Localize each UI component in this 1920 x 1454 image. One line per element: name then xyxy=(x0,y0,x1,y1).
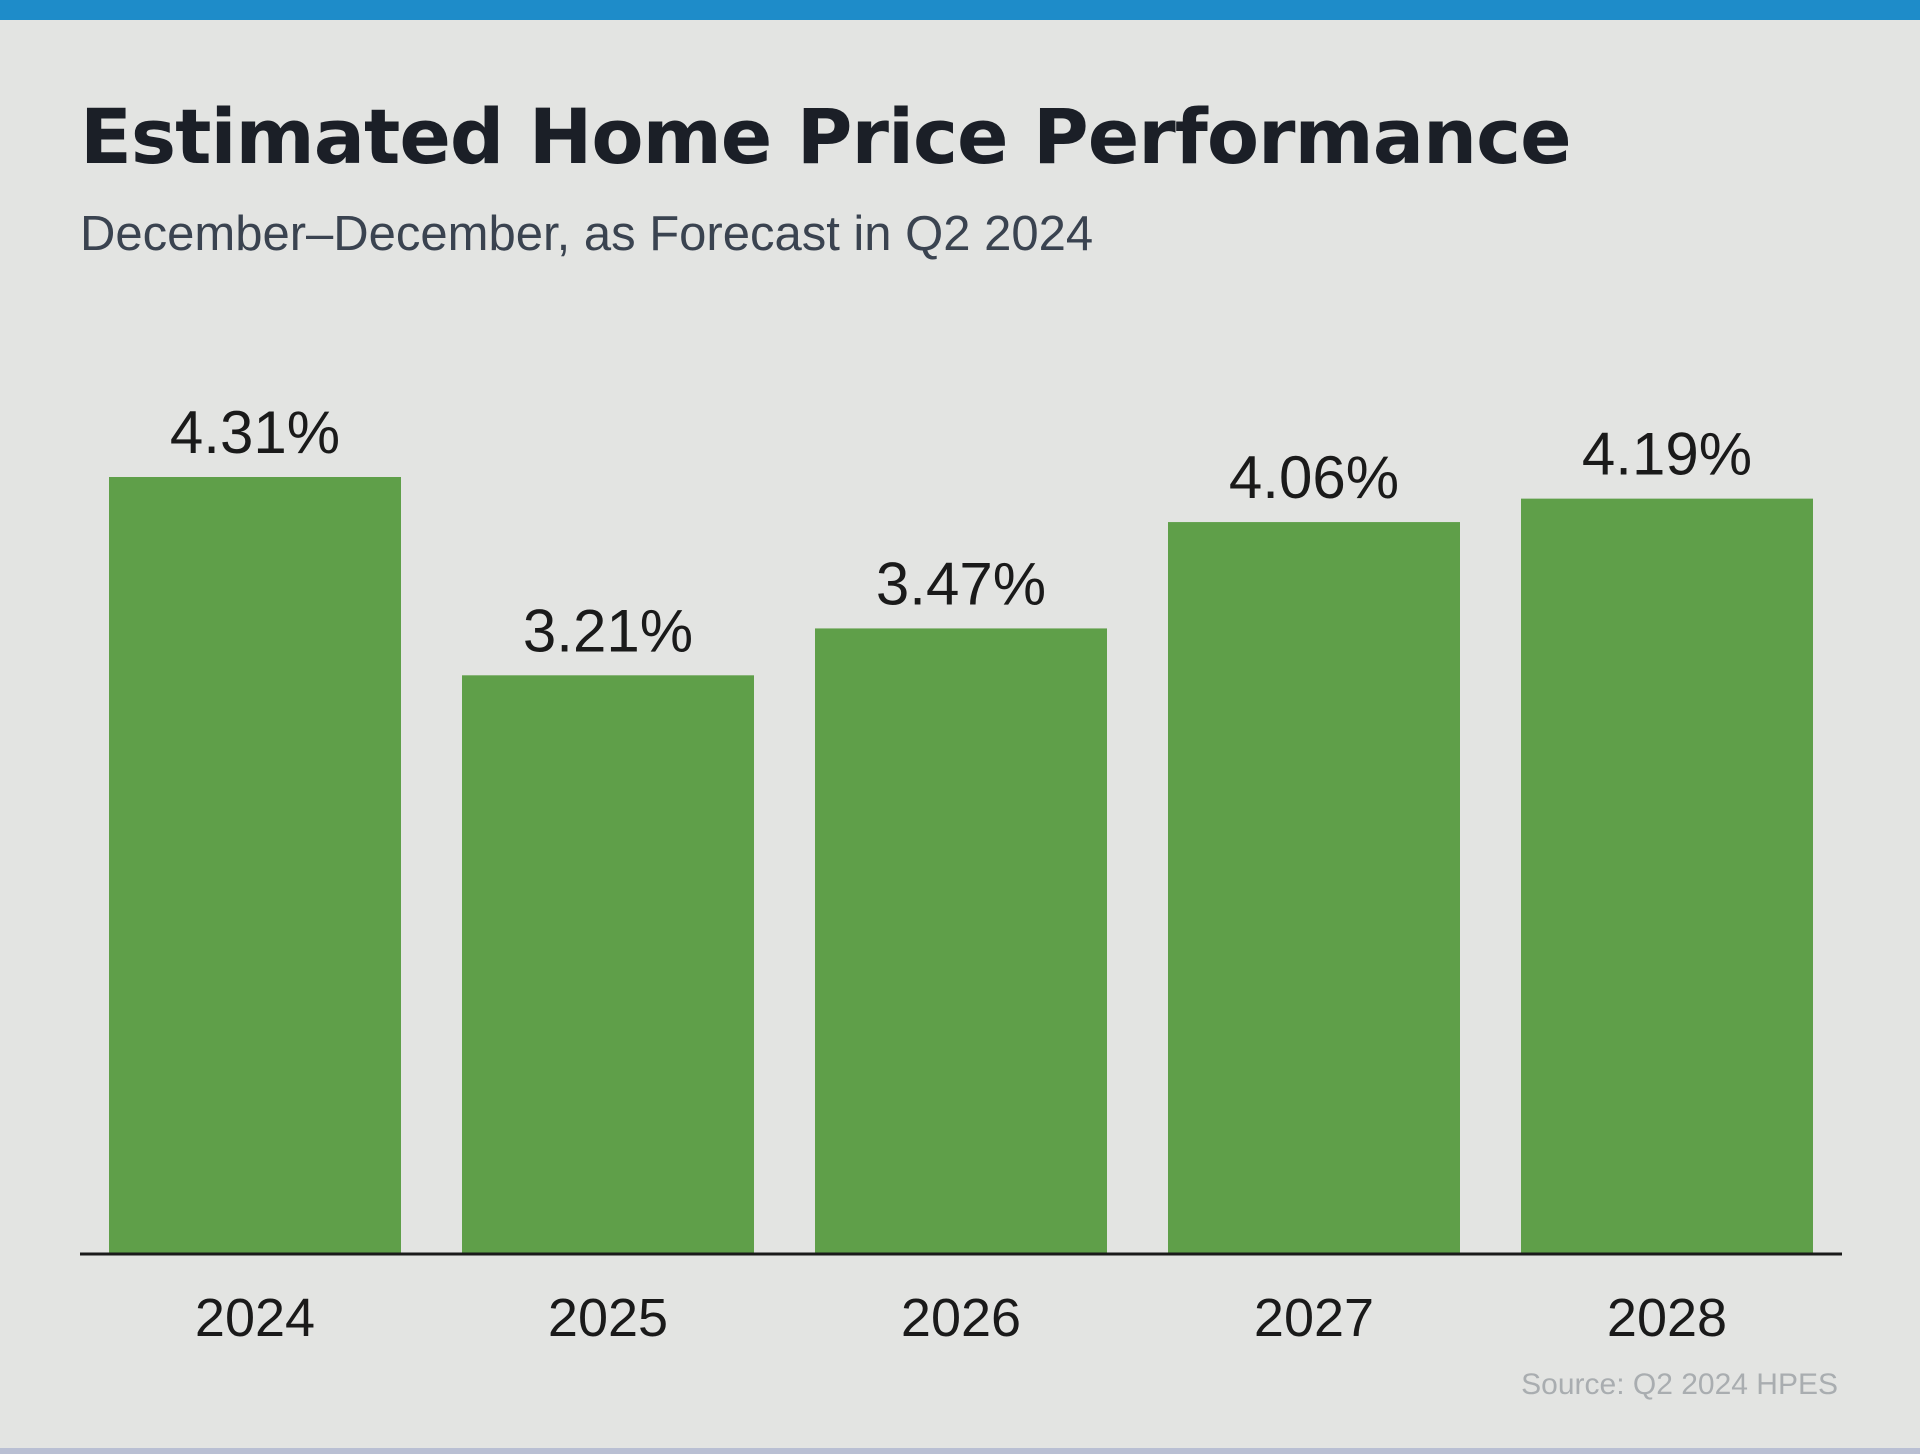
x-tick-label-2025: 2025 xyxy=(548,1288,668,1348)
x-tick-label-2027: 2027 xyxy=(1254,1288,1374,1348)
top-accent-bar xyxy=(0,0,1920,20)
source-note: Source: Q2 2024 HPES xyxy=(1521,1368,1838,1401)
data-label-2028: 4.19% xyxy=(1582,421,1752,488)
x-tick-label-2028: 2028 xyxy=(1607,1288,1727,1348)
bar-2024 xyxy=(109,477,401,1254)
data-label-2027: 4.06% xyxy=(1229,444,1399,511)
bar-2025 xyxy=(462,675,754,1254)
bottom-border xyxy=(0,1448,1920,1454)
chart-subtitle: December–December, as Forecast in Q2 202… xyxy=(80,207,1094,261)
x-tick-label-2024: 2024 xyxy=(195,1288,315,1348)
data-label-2025: 3.21% xyxy=(523,597,693,664)
chart-title: Estimated Home Price Performance xyxy=(80,92,1572,181)
data-label-2024: 4.31% xyxy=(170,399,340,466)
data-label-2026: 3.47% xyxy=(876,550,1046,617)
x-tick-label-2026: 2026 xyxy=(901,1288,1021,1348)
bar-2027 xyxy=(1168,522,1460,1254)
bar-2026 xyxy=(815,628,1107,1254)
bar-2028 xyxy=(1521,498,1813,1254)
